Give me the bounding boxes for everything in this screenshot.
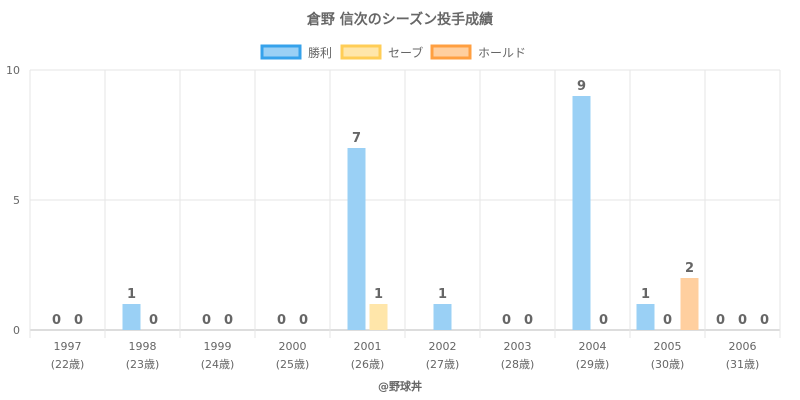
y-tick-label-10: 10 <box>6 64 20 77</box>
x-tick-sublabel-2001: (26歳) <box>351 358 385 371</box>
data-label-2005-series-2: 0 <box>663 313 672 328</box>
x-tick-label-1999: 1999 <box>204 340 232 353</box>
bar-2005-series-3 <box>680 278 699 330</box>
x-axis: 1997 (22歳) 1998 (23歳) 1999 (24歳) 2000 (25歳) 2001… <box>51 340 760 371</box>
data-label-1997-series-2: 0 <box>74 313 83 328</box>
x-tick-sublabel-1997: (22歳) <box>51 358 85 371</box>
data-label-1998-series-2: 0 <box>149 313 158 328</box>
data-label-2006-series-2: 0 <box>738 313 747 328</box>
data-label-2005-series-3: 2 <box>685 261 694 276</box>
legend-swatch-3 <box>430 44 472 60</box>
x-tick-label-2003: 2003 <box>504 340 532 353</box>
x-tick-label-2000: 2000 <box>279 340 307 353</box>
credit-text: @野球丼 <box>378 379 422 393</box>
bar-1998-series-1 <box>122 304 141 330</box>
x-tick-sublabel-2005: (30歳) <box>651 358 685 371</box>
y-tick-label-5: 5 <box>13 194 20 207</box>
bar-2004-series-1 <box>572 96 591 330</box>
data-label-2000-series-1: 0 <box>277 313 286 328</box>
x-tick-sublabel-2000: (25歳) <box>276 358 310 371</box>
legend-label-1: 勝利 <box>308 45 332 60</box>
data-label-1999-series-1: 0 <box>202 313 211 328</box>
data-label-2001-series-2: 1 <box>374 287 383 302</box>
data-label-2003-series-1: 0 <box>502 313 511 328</box>
chart-title: 倉野 信次のシーズン投手成績 <box>306 11 493 28</box>
data-label-2003-series-2: 0 <box>524 313 533 328</box>
bar-2005-series-1 <box>636 304 655 330</box>
x-tick-sublabel-1998: (23歳) <box>126 358 160 371</box>
x-tick-label-2004: 2004 <box>579 340 607 353</box>
legend-swatch-2 <box>340 44 382 60</box>
data-label-1998-series-1: 1 <box>127 287 136 302</box>
legend-swatch-1 <box>260 44 302 60</box>
x-tick-label-2006: 2006 <box>729 340 757 353</box>
data-label-1997-series-1: 0 <box>52 313 61 328</box>
x-tick-sublabel-2003: (28歳) <box>501 358 535 371</box>
data-label-2004-series-1: 9 <box>577 79 586 94</box>
bar-2001-series-1 <box>347 148 366 330</box>
bar-2002-series-1 <box>433 304 452 330</box>
y-axis: 0 5 10 <box>6 64 20 337</box>
data-label-2006-series-3: 0 <box>760 313 769 328</box>
x-tick-sublabel-2004: (29歳) <box>576 358 610 371</box>
legend: 勝利 セーブ ホールド <box>260 44 526 60</box>
x-tick-sublabel-2006: (31歳) <box>726 358 760 371</box>
data-label-2001-series-1: 7 <box>352 131 361 146</box>
x-tick-label-2002: 2002 <box>429 340 457 353</box>
grid-lines <box>29 69 781 338</box>
bars <box>122 96 699 330</box>
y-tick-label-0: 0 <box>13 324 20 337</box>
data-label-2002-series-1: 1 <box>438 287 447 302</box>
x-tick-label-2001: 2001 <box>354 340 382 353</box>
x-tick-label-1997: 1997 <box>54 340 82 353</box>
x-tick-label-2005: 2005 <box>654 340 682 353</box>
data-label-2005-series-1: 1 <box>641 287 650 302</box>
legend-label-3: ホールド <box>478 46 526 60</box>
data-label-2006-series-1: 0 <box>716 313 725 328</box>
bar-2001-series-2 <box>369 304 388 330</box>
x-tick-sublabel-1999: (24歳) <box>201 358 235 371</box>
x-tick-label-1998: 1998 <box>129 340 157 353</box>
data-label-1999-series-2: 0 <box>224 313 233 328</box>
data-label-2000-series-2: 0 <box>299 313 308 328</box>
legend-label-2: セーブ <box>388 45 423 60</box>
x-tick-sublabel-2002: (27歳) <box>426 358 460 371</box>
data-label-2004-series-2: 0 <box>599 313 608 328</box>
